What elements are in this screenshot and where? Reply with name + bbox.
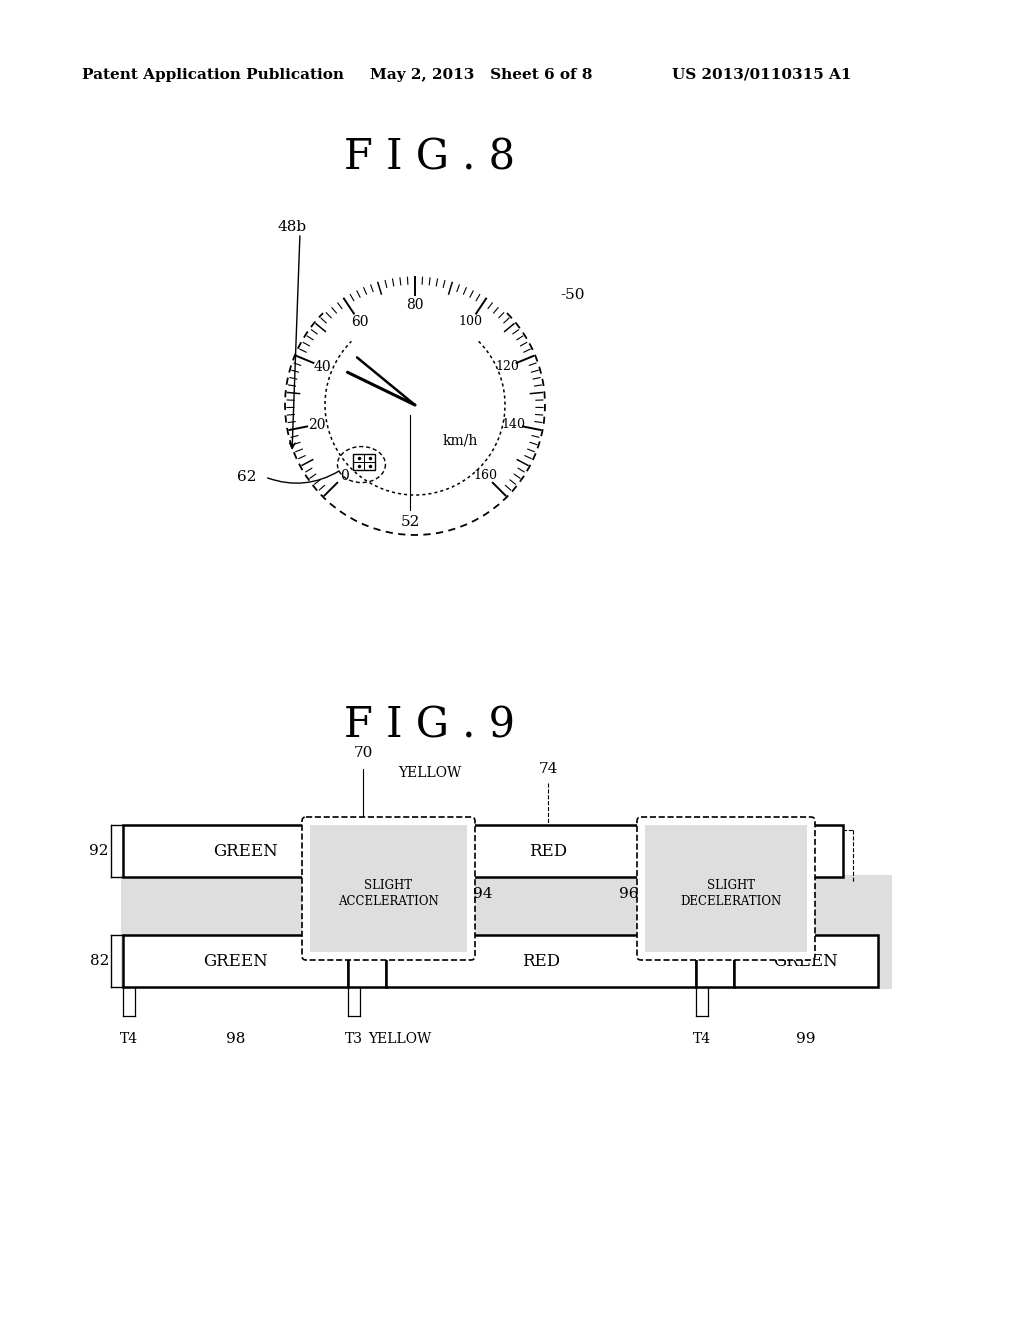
Text: 100: 100 (459, 315, 482, 329)
Text: YELLOW: YELLOW (368, 1032, 431, 1045)
Bar (353, 454, 376, 470)
Text: May 2, 2013   Sheet 6 of 8: May 2, 2013 Sheet 6 of 8 (370, 69, 593, 82)
Text: 70: 70 (353, 746, 373, 760)
Text: 94: 94 (473, 887, 493, 900)
Text: -50: -50 (560, 288, 585, 302)
Text: Patent Application Publication: Patent Application Publication (82, 69, 344, 82)
Text: 98: 98 (226, 1032, 245, 1045)
Text: 62: 62 (238, 470, 257, 484)
Text: 80: 80 (407, 298, 424, 312)
Bar (123, 825, 368, 876)
Text: 74: 74 (539, 762, 558, 776)
Bar (348, 935, 386, 987)
Bar (645, 825, 807, 952)
Text: GREEN: GREEN (213, 842, 278, 859)
Text: SLIGHT
ACCELERATION: SLIGHT ACCELERATION (338, 879, 439, 908)
Text: F I G . 9: F I G . 9 (344, 705, 515, 747)
Text: km/h: km/h (442, 433, 477, 447)
Text: RED: RED (522, 953, 560, 969)
Text: SLIGHT
DECELERATION: SLIGHT DECELERATION (680, 879, 781, 908)
Text: F I G . 8: F I G . 8 (344, 137, 515, 180)
Text: T4: T4 (120, 1032, 138, 1045)
Text: 60: 60 (350, 315, 369, 329)
Bar (368, 825, 843, 876)
Text: 52: 52 (400, 515, 420, 529)
Text: 99: 99 (797, 1032, 816, 1045)
Bar (123, 935, 348, 987)
Text: 120: 120 (496, 360, 519, 374)
Text: 140: 140 (501, 418, 525, 432)
Bar (734, 935, 878, 987)
Bar (696, 935, 734, 987)
FancyBboxPatch shape (302, 817, 475, 960)
Text: 20: 20 (308, 417, 326, 432)
Text: GREEN: GREEN (203, 953, 268, 969)
Text: T4: T4 (693, 1032, 711, 1045)
Text: 40: 40 (313, 360, 332, 374)
Text: 48b: 48b (278, 220, 306, 234)
Text: 96: 96 (620, 887, 639, 900)
Text: RED: RED (529, 842, 567, 859)
Text: 92: 92 (89, 843, 109, 858)
Text: GREEN: GREEN (773, 953, 839, 969)
Text: 82: 82 (90, 954, 109, 968)
Text: US 2013/0110315 A1: US 2013/0110315 A1 (672, 69, 852, 82)
FancyBboxPatch shape (637, 817, 815, 960)
Bar (121, 875, 892, 989)
Text: 0: 0 (340, 469, 348, 483)
Bar (310, 825, 467, 952)
Text: 160: 160 (474, 469, 498, 482)
Text: YELLOW: YELLOW (398, 766, 461, 780)
Bar (386, 935, 696, 987)
Text: T3: T3 (345, 1032, 362, 1045)
